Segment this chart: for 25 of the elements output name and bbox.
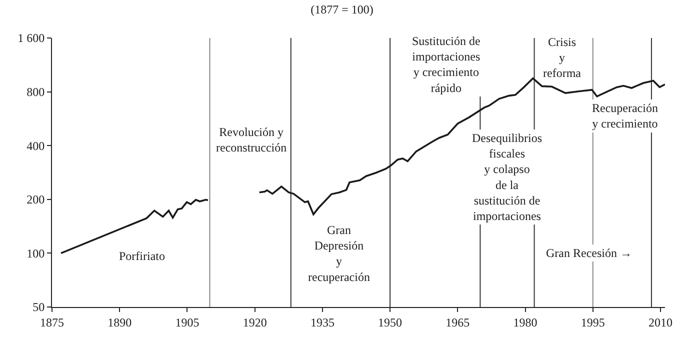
x-tick-label: 1920	[242, 315, 267, 330]
x-tick-label: 1890	[108, 315, 132, 330]
annotation: Revolución y reconstrucción	[216, 125, 287, 155]
y-tick-label: 200	[26, 192, 45, 207]
y-tick-label: 800	[26, 85, 45, 99]
x-tick-label: 1965	[446, 315, 470, 330]
annotation: Porfiriato	[119, 249, 165, 263]
annotation: Crisis y reforma	[543, 35, 582, 80]
annotation: Gran Recesión →	[546, 246, 632, 260]
y-tick-label: 1 600	[18, 31, 45, 46]
x-tick-label: 1950	[378, 315, 402, 330]
annotation: Gran Depresión y recuperación	[308, 223, 370, 284]
y-tick-label: 100	[26, 246, 45, 260]
x-tick-label: 1875	[40, 315, 64, 330]
x-tick-label: 1905	[175, 315, 200, 330]
chart-title: (1877 = 100)	[310, 2, 374, 17]
x-tick-label: 1980	[513, 315, 538, 330]
x-tick-label: 1935	[310, 315, 334, 330]
annotation: Sustitución de importaciones y crecimiento rápido	[412, 34, 480, 95]
annotation: Desequilibrios fiscales y colapso de la sustitución de importaciones	[472, 131, 542, 223]
y-tick-label: 50	[32, 300, 45, 314]
annotation: Recuperación y crecimiento	[592, 101, 658, 131]
x-tick-label: 2010	[648, 315, 672, 330]
y-tick-label: 400	[26, 138, 45, 153]
x-tick-label: 1995	[580, 315, 605, 330]
